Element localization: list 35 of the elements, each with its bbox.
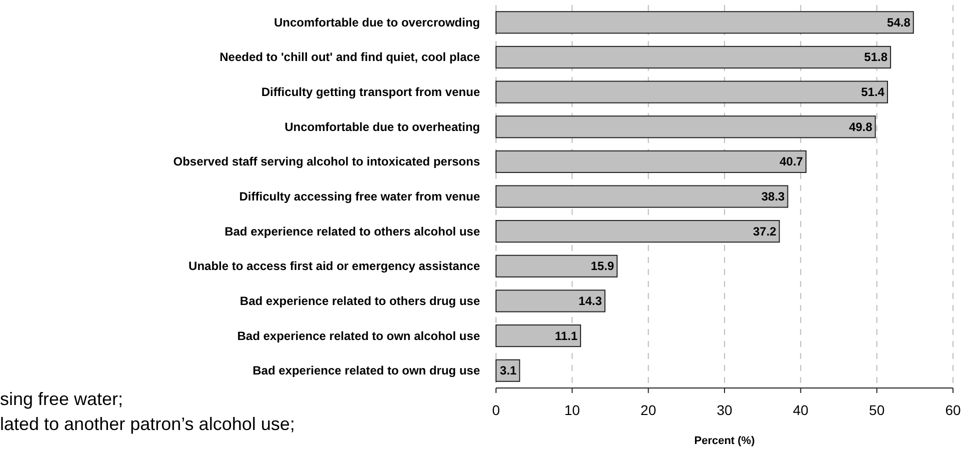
bar bbox=[496, 220, 780, 243]
text: lated to another patron’s alcohol use; bbox=[0, 414, 295, 434]
data-label: 37.2 bbox=[752, 224, 777, 238]
x-tick-label: 20 bbox=[640, 402, 656, 418]
data-label: 14.3 bbox=[578, 294, 602, 308]
data-label: 51.8 bbox=[864, 50, 888, 64]
data-label: 11.1 bbox=[554, 328, 578, 343]
y-tick-label: Uncomfortable due to overheating bbox=[284, 120, 480, 134]
y-tick-label: Needed to 'chill out' and find quiet, cool place bbox=[220, 50, 480, 64]
y-tick-label: Bad experience related to own alcohol use bbox=[237, 328, 480, 343]
x-tick-label: 60 bbox=[945, 402, 961, 418]
y-tick-label: Bad experience related to own drug use bbox=[252, 364, 480, 378]
data-label: 51.4 bbox=[861, 85, 885, 100]
x-axis-title: Percent (%) bbox=[694, 435, 756, 447]
data-label: 15.9 bbox=[590, 259, 614, 274]
data-label: 54.8 bbox=[887, 15, 911, 30]
data-label: 38.3 bbox=[761, 190, 786, 204]
y-tick-label: Unable to access first aid or emergency assistance bbox=[188, 259, 480, 274]
y-tick-label: Difficulty accessing free water from venue bbox=[239, 190, 480, 204]
x-tick-label: 0 bbox=[492, 402, 500, 418]
x-tick-label: 10 bbox=[564, 402, 580, 418]
data-label: 3.1 bbox=[500, 364, 517, 378]
y-tick-label: Uncomfortable due to overcrowding bbox=[274, 15, 480, 30]
bar bbox=[496, 254, 618, 278]
text: sing free water; bbox=[0, 389, 124, 409]
y-tick-label: Bad experience related to others drug use bbox=[240, 294, 480, 308]
bar bbox=[496, 290, 606, 312]
data-label: 40.7 bbox=[780, 154, 804, 169]
data-label: 49.8 bbox=[848, 120, 873, 134]
y-tick-label: Bad experience related to others alcohol use bbox=[224, 224, 480, 238]
x-tick-label: 30 bbox=[716, 402, 732, 418]
y-tick-label: Observed staff serving alcohol to intoxicated persons bbox=[173, 154, 480, 169]
x-tick-label: 50 bbox=[869, 402, 885, 418]
x-tick-label: 40 bbox=[792, 402, 809, 418]
y-tick-label: Difficulty getting transport from venue bbox=[261, 85, 480, 100]
